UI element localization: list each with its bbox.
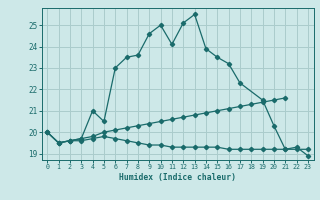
X-axis label: Humidex (Indice chaleur): Humidex (Indice chaleur) bbox=[119, 173, 236, 182]
